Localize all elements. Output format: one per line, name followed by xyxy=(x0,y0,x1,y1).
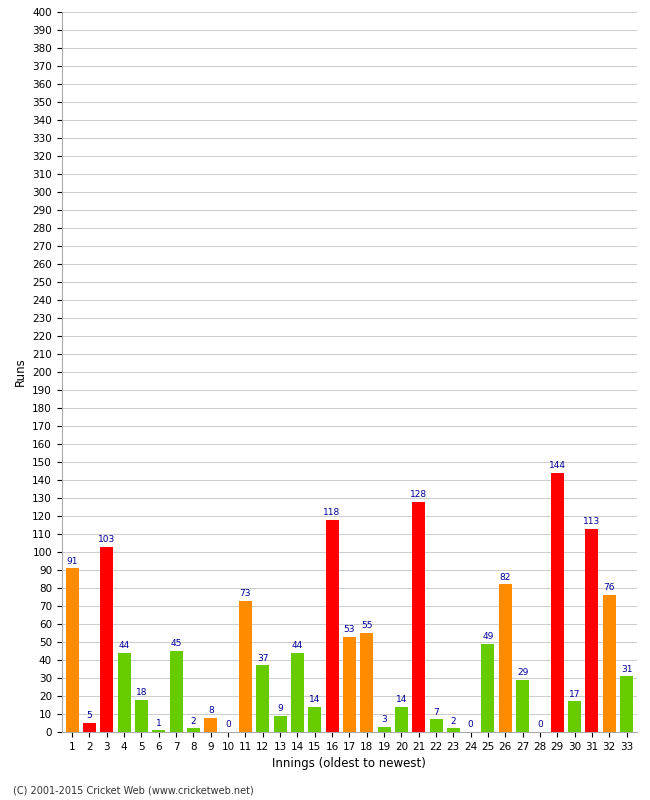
Text: 17: 17 xyxy=(569,690,580,698)
Text: 45: 45 xyxy=(170,639,182,648)
Bar xyxy=(568,702,581,732)
Bar xyxy=(516,680,529,732)
Text: 14: 14 xyxy=(309,695,320,704)
Text: 2: 2 xyxy=(190,717,196,726)
Bar xyxy=(603,595,616,732)
Text: 49: 49 xyxy=(482,632,494,641)
Text: (C) 2001-2015 Cricket Web (www.cricketweb.net): (C) 2001-2015 Cricket Web (www.cricketwe… xyxy=(13,786,254,795)
Text: 0: 0 xyxy=(468,720,474,730)
Text: 91: 91 xyxy=(66,557,78,566)
X-axis label: Innings (oldest to newest): Innings (oldest to newest) xyxy=(272,758,426,770)
Text: 76: 76 xyxy=(604,583,615,593)
Bar xyxy=(66,568,79,732)
Text: 0: 0 xyxy=(225,720,231,730)
Bar xyxy=(291,653,304,732)
Bar xyxy=(239,601,252,732)
Y-axis label: Runs: Runs xyxy=(14,358,27,386)
Bar xyxy=(482,644,495,732)
Bar xyxy=(100,546,113,732)
Bar xyxy=(360,633,373,732)
Bar xyxy=(586,529,599,732)
Bar xyxy=(118,653,131,732)
Text: 2: 2 xyxy=(450,717,456,726)
Text: 37: 37 xyxy=(257,654,268,662)
Bar xyxy=(447,729,460,732)
Text: 7: 7 xyxy=(433,708,439,717)
Bar xyxy=(274,716,287,732)
Bar xyxy=(256,666,269,732)
Text: 14: 14 xyxy=(396,695,407,704)
Text: 1: 1 xyxy=(156,718,162,727)
Bar xyxy=(412,502,425,732)
Text: 3: 3 xyxy=(381,715,387,724)
Text: 144: 144 xyxy=(549,461,566,470)
Bar xyxy=(170,651,183,732)
Text: 103: 103 xyxy=(98,535,116,544)
Text: 128: 128 xyxy=(410,490,427,499)
Bar xyxy=(551,473,564,732)
Bar xyxy=(499,584,512,732)
Text: 9: 9 xyxy=(277,704,283,713)
Bar xyxy=(378,726,391,732)
Text: 31: 31 xyxy=(621,665,632,674)
Bar xyxy=(83,723,96,732)
Text: 55: 55 xyxy=(361,622,372,630)
Text: 82: 82 xyxy=(500,573,511,582)
Bar xyxy=(620,676,633,732)
Text: 44: 44 xyxy=(292,641,303,650)
Text: 8: 8 xyxy=(208,706,214,715)
Text: 113: 113 xyxy=(583,517,601,526)
Text: 29: 29 xyxy=(517,668,528,677)
Bar xyxy=(152,730,165,732)
Text: 118: 118 xyxy=(324,508,341,517)
Text: 73: 73 xyxy=(240,589,251,598)
Bar xyxy=(430,719,443,732)
Text: 5: 5 xyxy=(86,711,92,720)
Bar xyxy=(326,520,339,732)
Text: 0: 0 xyxy=(537,720,543,730)
Text: 44: 44 xyxy=(118,641,130,650)
Bar xyxy=(135,699,148,732)
Text: 53: 53 xyxy=(344,625,355,634)
Bar xyxy=(308,707,321,732)
Bar xyxy=(187,729,200,732)
Text: 18: 18 xyxy=(136,688,147,697)
Bar xyxy=(204,718,217,732)
Bar xyxy=(343,637,356,732)
Bar xyxy=(395,707,408,732)
